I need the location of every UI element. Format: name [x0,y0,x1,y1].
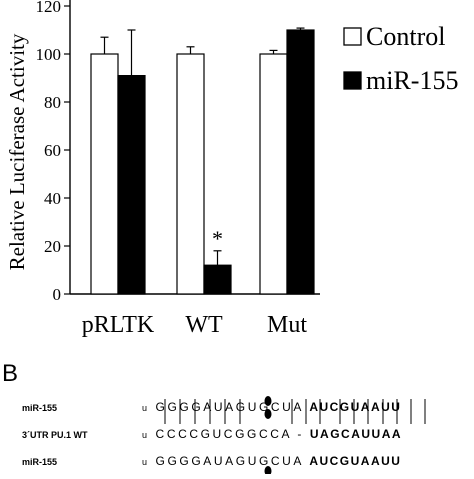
x-category-label-prltk: pRLTK [82,312,155,338]
sequence-seed-bold: AUCGUAAUU [309,454,401,468]
sequence-seed-bold: AUCGUAAUU [309,400,401,414]
sequence-plain: GGGGAUAGUGCUA [156,454,304,468]
y-tick-label: 40 [44,189,61,208]
y-tick-label: 60 [44,141,61,160]
base-pairing-lines [164,399,426,424]
legend-label-mir-155: miR-155 [366,66,458,95]
legend-swatch-mir-155 [343,71,362,90]
sequence-seed-bold: UAGCAUUAA [310,427,402,441]
chart-legend: Control miR-155 [343,22,458,95]
x-category-label-wt: WT [185,312,223,338]
sequence-label-3utr-wt: 3´UTR PU.1 WT [22,430,88,440]
gu-wobble-dot [264,396,272,406]
y-tick-label: 80 [44,93,61,112]
chart-bars: * [90,27,315,295]
sequence-plain: CCCCGUCGGCCA - [156,427,310,441]
gu-wobble-dot [264,409,272,419]
sequence-prefix: u [142,457,150,467]
bar-control-mut [259,53,288,295]
bar-control-prltk [90,53,119,295]
sequence-prefix: u [142,430,150,440]
sequence-label-mir155-second: miR-155 [22,457,57,467]
y-tick-label: 0 [53,285,62,304]
panel-b-letter: B [2,360,18,387]
sequence-3utr-wt: u CCCCGUCGGCCA - UAGCAUUAA [142,427,402,441]
sequence-label-mir155: miR-155 [22,403,57,413]
bar-control-wt [176,53,205,295]
y-tick-label: 100 [36,45,62,64]
sequence-mir155-second: u GGGGAUAGUGCUA AUCGUAAUU [142,454,401,468]
panel-b-sequence-alignment: B miR-155 u GGGGAUAGUGCUA AUCGUAAUU 3´UT… [2,360,426,476]
bar-mir-155-wt [203,264,232,295]
bar-mir-155-prltk [117,74,146,295]
sequence-plain: GGGGAUAGUGCUA [156,400,304,414]
legend-swatch-control [343,27,362,46]
bar-mir-155-mut [286,29,315,295]
y-tick-label: 20 [44,237,61,256]
x-category-label-mut: Mut [267,312,307,338]
chart-axes: 0 20 40 60 80 100 120 Relative Luciferase Activ… [5,0,320,338]
legend-label-control: Control [366,22,445,51]
significance-star: * [212,226,223,251]
sequence-prefix: u [142,403,150,413]
sequence-mir155: u GGGGAUAGUGCUA AUCGUAAUU [142,400,401,414]
y-tick-label: 120 [36,0,62,16]
y-axis-title: Relative Luciferase Activity [5,33,29,270]
